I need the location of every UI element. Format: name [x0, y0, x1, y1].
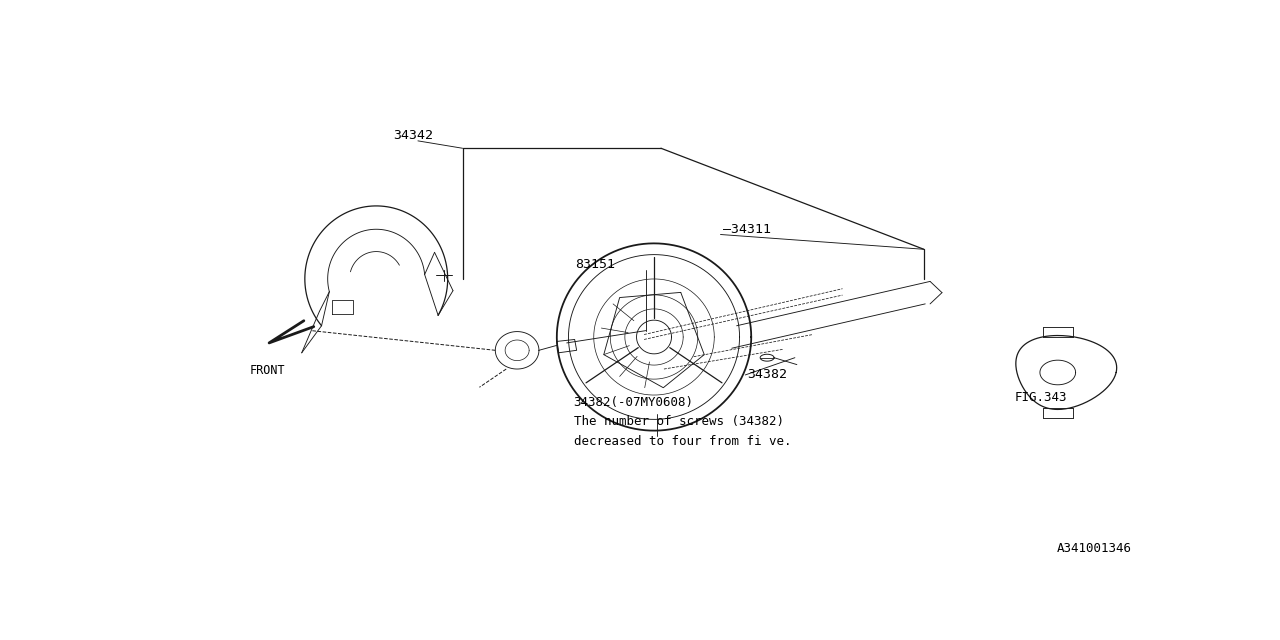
Text: 34382: 34382: [748, 369, 787, 381]
Text: decreased to four from fi ve.: decreased to four from fi ve.: [573, 435, 791, 448]
Text: 34342: 34342: [393, 129, 433, 143]
Text: —34311: —34311: [723, 223, 772, 236]
Text: 34382(-07MY0608): 34382(-07MY0608): [573, 396, 694, 408]
Text: A341001346: A341001346: [1057, 542, 1132, 555]
Text: The number of screws (34382): The number of screws (34382): [573, 415, 783, 428]
Text: FIG.343: FIG.343: [1015, 390, 1068, 404]
Text: FRONT: FRONT: [250, 364, 285, 376]
Text: 83151: 83151: [575, 257, 614, 271]
